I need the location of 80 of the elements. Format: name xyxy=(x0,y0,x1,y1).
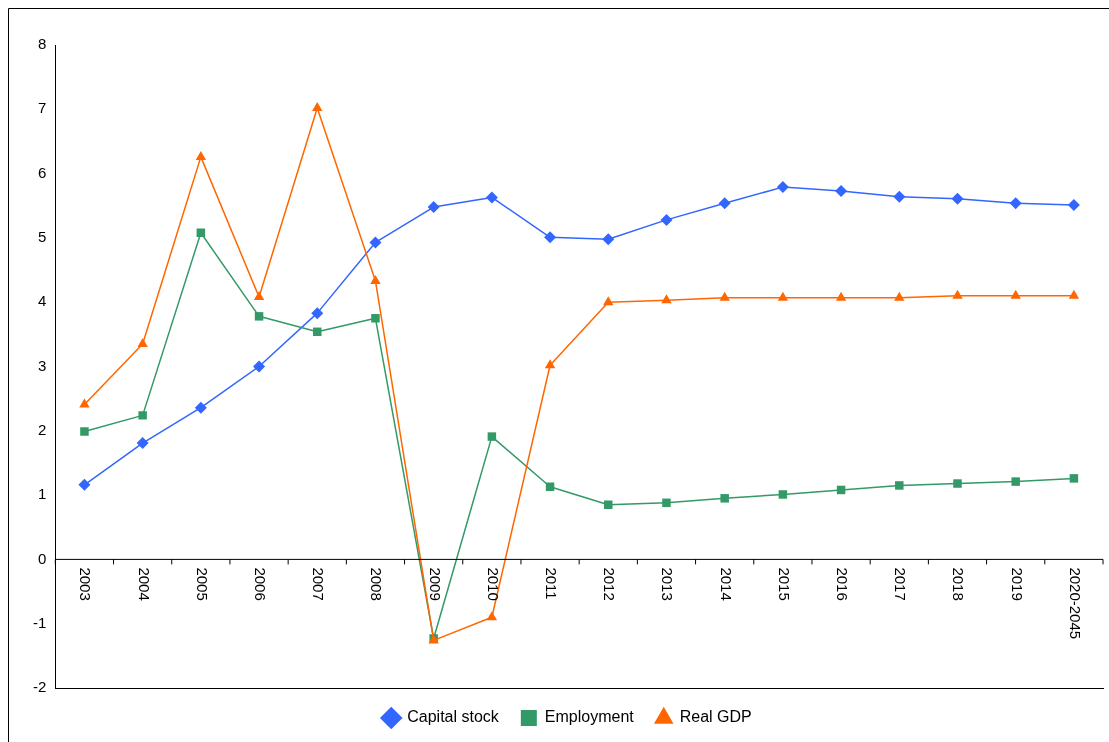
point xyxy=(953,479,962,488)
point xyxy=(544,359,556,369)
point xyxy=(254,312,264,321)
x-tick-label: 2003 xyxy=(77,567,95,601)
point xyxy=(369,236,382,249)
x-tick-label: 2018 xyxy=(950,567,968,601)
x-tick-label: 2008 xyxy=(368,567,386,601)
x-tick-label: 2014 xyxy=(717,567,735,601)
y-tick-label: 7 xyxy=(37,99,47,117)
y-tick-label: 5 xyxy=(37,228,47,246)
point xyxy=(485,191,498,204)
x-tick-label: 2006 xyxy=(251,567,269,601)
x-tick-label: 2020-2045 xyxy=(1066,567,1084,640)
point xyxy=(1011,477,1020,486)
point xyxy=(718,197,731,210)
y-tick-label: 1 xyxy=(37,485,47,503)
point xyxy=(720,494,729,503)
point xyxy=(138,411,147,420)
point xyxy=(195,150,207,160)
point xyxy=(603,296,614,306)
point xyxy=(662,498,671,508)
x-tick-label: 2019 xyxy=(1008,567,1026,601)
point xyxy=(544,231,557,244)
point xyxy=(370,274,381,284)
point xyxy=(1067,199,1080,212)
legend-label: Capital stock xyxy=(407,708,500,726)
point xyxy=(776,181,789,194)
point xyxy=(661,294,672,304)
point xyxy=(602,233,615,246)
point xyxy=(895,481,904,490)
y-tick-label: 4 xyxy=(37,292,47,310)
x-tick-label: 2012 xyxy=(601,567,619,601)
y-tick-label: 0 xyxy=(37,549,47,567)
x-tick-label: 2013 xyxy=(659,567,677,601)
point xyxy=(835,184,848,197)
x-tick-label: 2015 xyxy=(775,567,793,601)
point xyxy=(778,490,788,499)
point xyxy=(604,500,613,509)
x-tick-label: 2017 xyxy=(892,567,910,601)
point xyxy=(312,102,323,112)
x-tick-label: 2009 xyxy=(426,567,444,601)
point xyxy=(545,482,555,491)
legend-label: Employment xyxy=(544,708,635,726)
y-tick-label: 3 xyxy=(37,356,47,374)
point xyxy=(835,291,847,301)
x-tick-label: 2016 xyxy=(833,567,851,601)
y-tick-label: -2 xyxy=(32,678,47,696)
point xyxy=(311,307,324,320)
x-tick-label: 2010 xyxy=(484,567,502,601)
x-tick-label: 2004 xyxy=(135,567,153,601)
point xyxy=(137,338,148,347)
point xyxy=(80,427,89,436)
point xyxy=(952,289,963,299)
y-tick-label: 2 xyxy=(37,420,47,438)
point xyxy=(78,478,91,491)
point xyxy=(893,190,906,203)
point xyxy=(487,432,497,441)
point xyxy=(660,213,673,226)
point xyxy=(194,401,207,414)
point xyxy=(1010,289,1021,299)
point xyxy=(777,291,789,301)
point xyxy=(427,201,440,214)
point xyxy=(951,192,964,205)
x-tick-label: 2007 xyxy=(310,567,328,601)
point xyxy=(894,291,905,301)
point xyxy=(371,314,380,323)
y-tick-label: -1 xyxy=(32,613,47,631)
point xyxy=(253,360,266,373)
x-tick-label: 2011 xyxy=(542,567,560,600)
legend-label: Real GDP xyxy=(679,708,752,726)
y-tick-label: 8 xyxy=(37,35,47,53)
point xyxy=(253,291,265,301)
point xyxy=(1009,197,1022,210)
x-tick-label: 2005 xyxy=(193,567,211,601)
point xyxy=(1069,474,1079,483)
point xyxy=(136,437,149,450)
point xyxy=(486,611,498,621)
y-tick-label: 6 xyxy=(37,163,47,181)
point xyxy=(1068,289,1080,299)
point xyxy=(719,291,730,301)
